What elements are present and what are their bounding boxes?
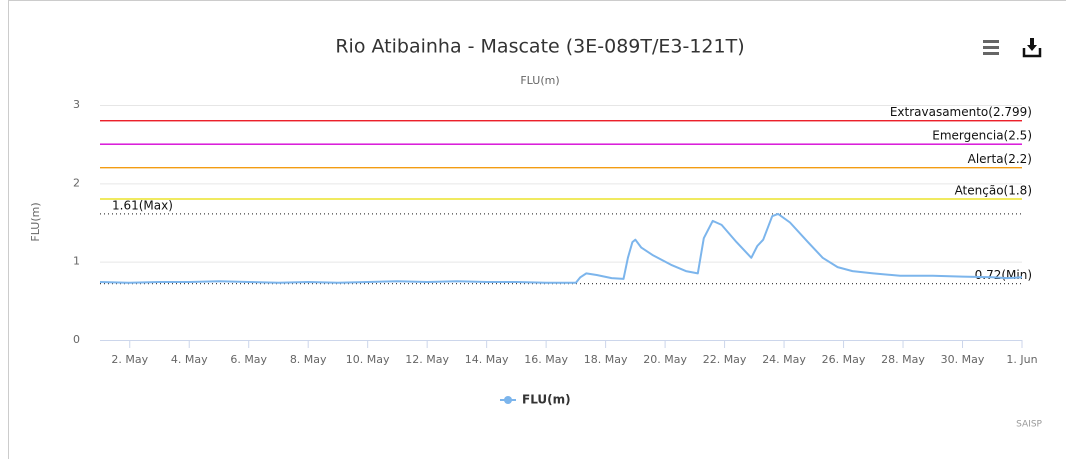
plot-line-label: 1.61(Max) — [112, 198, 173, 212]
plot-line-label: Alerta(2.2) — [968, 152, 1032, 166]
y-tick-label: 1 — [73, 255, 80, 268]
credits: SAISP — [1016, 420, 1042, 430]
plot-line-label: Atenção(1.8) — [955, 184, 1032, 198]
plot-line-label: Emergencia(2.5) — [932, 129, 1032, 143]
x-tick-label: 2. May — [111, 353, 148, 366]
menu-button[interactable] — [983, 40, 999, 55]
menu-bar — [983, 52, 999, 55]
x-tick-label: 12. May — [405, 353, 449, 366]
x-tick-label: 16. May — [524, 353, 568, 366]
plot-line-label: Extravasamento(2.799) — [890, 105, 1032, 119]
frame — [9, 1, 1066, 460]
y-axis-title: FLU(m) — [29, 202, 42, 241]
x-tick-label: 4. May — [171, 353, 208, 366]
x-tick-label: 8. May — [290, 353, 327, 366]
x-tick-label: 18. May — [584, 353, 628, 366]
plot-line-label: 0.72(Min) — [975, 268, 1032, 282]
x-tick-label: 20. May — [643, 353, 687, 366]
x-tick-label: 24. May — [762, 353, 806, 366]
y-tick-label: 2 — [73, 176, 80, 189]
menu-bar — [983, 46, 999, 49]
x-tick-label: 1. Jun — [1006, 353, 1037, 366]
chart-title: Rio Atibainha - Mascate (3E-089T/E3-121T… — [335, 36, 744, 58]
legend-symbol-marker — [504, 396, 512, 404]
x-tick-label: 14. May — [465, 353, 509, 366]
menu-bar — [983, 40, 999, 43]
legend-label: FLU(m) — [522, 393, 571, 407]
x-tick-label: 6. May — [230, 353, 267, 366]
x-tick-label: 10. May — [346, 353, 390, 366]
download-button[interactable] — [1024, 38, 1040, 56]
x-tick-label: 22. May — [703, 353, 747, 366]
chart-subtitle: FLU(m) — [520, 74, 559, 87]
y-tick-label: 0 — [73, 333, 80, 346]
legend-item[interactable]: FLU(m) — [500, 393, 571, 407]
x-tick-label: 26. May — [822, 353, 866, 366]
download-arrow — [1027, 38, 1037, 51]
y-tick-label: 3 — [73, 98, 80, 111]
series-line — [100, 214, 1022, 283]
x-tick-label: 30. May — [941, 353, 985, 366]
x-tick-label: 28. May — [881, 353, 925, 366]
